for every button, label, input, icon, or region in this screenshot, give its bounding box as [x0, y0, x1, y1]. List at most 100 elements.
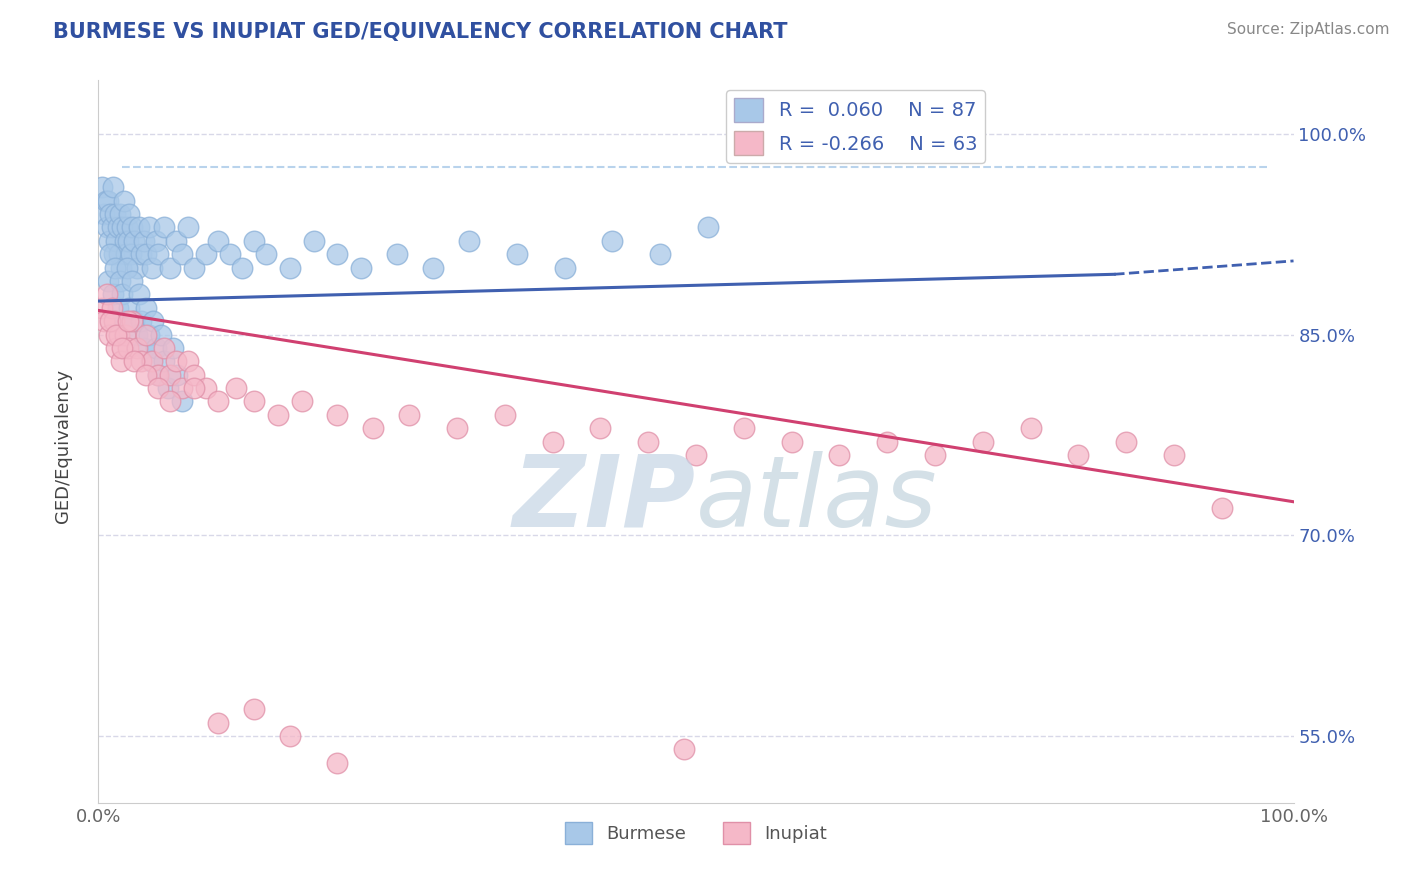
Point [302, 234, 325, 248]
Point [104, 207, 127, 221]
Point [541, 434, 564, 449]
Point [131, 354, 153, 368]
Point [385, 247, 409, 261]
Point [107, 247, 129, 261]
Text: BURMESE VS INUPIAT GED/EQUIVALENCY CORRELATION CHART: BURMESE VS INUPIAT GED/EQUIVALENCY CORRE… [53, 22, 787, 42]
Point [243, 702, 266, 716]
Text: GED/Equivalency: GED/Equivalency [55, 369, 72, 523]
Point [145, 234, 167, 248]
Point [602, 234, 624, 248]
Point [96, 220, 118, 235]
Point [100, 301, 122, 315]
Point [132, 234, 155, 248]
Point [780, 434, 803, 449]
Point [145, 341, 167, 355]
Point [165, 354, 187, 368]
Point [172, 394, 194, 409]
Point [446, 421, 468, 435]
Point [104, 260, 127, 275]
Point [117, 314, 139, 328]
Point [128, 220, 150, 235]
Point [422, 260, 444, 275]
Point [131, 314, 153, 328]
Point [153, 354, 176, 368]
Point [219, 247, 242, 261]
Point [876, 434, 898, 449]
Point [125, 327, 148, 342]
Point [124, 354, 146, 368]
Point [177, 354, 200, 368]
Point [121, 220, 143, 235]
Point [148, 368, 170, 382]
Point [350, 260, 373, 275]
Point [326, 756, 349, 770]
Point [110, 354, 132, 368]
Point [93, 314, 115, 328]
Point [165, 234, 187, 248]
Point [172, 247, 194, 261]
Point [128, 287, 150, 301]
Text: atlas: atlas [696, 450, 938, 548]
Point [924, 448, 946, 462]
Point [105, 234, 128, 248]
Point [121, 314, 143, 328]
Point [177, 220, 200, 235]
Text: Source: ZipAtlas.com: Source: ZipAtlas.com [1226, 22, 1389, 37]
Point [1115, 434, 1137, 449]
Point [172, 381, 194, 395]
Point [1211, 501, 1233, 516]
Point [105, 327, 128, 342]
Point [120, 247, 142, 261]
Point [131, 247, 153, 261]
Point [124, 234, 146, 248]
Point [110, 260, 132, 275]
Point [183, 381, 205, 395]
Point [135, 368, 157, 382]
Point [115, 247, 138, 261]
Point [138, 220, 160, 235]
Point [148, 247, 170, 261]
Point [114, 327, 136, 342]
Point [125, 341, 148, 355]
Point [101, 287, 124, 301]
Point [135, 301, 157, 315]
Point [166, 368, 188, 382]
Point [111, 220, 134, 235]
Point [159, 368, 181, 382]
Point [225, 381, 247, 395]
Point [114, 234, 136, 248]
Point [94, 194, 117, 208]
Point [124, 314, 146, 328]
Point [118, 301, 141, 315]
Point [494, 408, 516, 422]
Point [135, 247, 157, 261]
Point [117, 341, 139, 355]
Point [101, 180, 124, 194]
Point [142, 314, 165, 328]
Point [135, 327, 157, 342]
Point [103, 247, 125, 261]
Point [153, 220, 176, 235]
Point [231, 260, 253, 275]
Point [291, 394, 314, 409]
Point [278, 260, 301, 275]
Point [117, 234, 139, 248]
Point [195, 247, 218, 261]
Point [112, 194, 135, 208]
Point [108, 274, 131, 288]
Point [267, 408, 290, 422]
Point [183, 260, 205, 275]
Point [107, 220, 129, 235]
Point [1067, 448, 1090, 462]
Point [107, 327, 129, 342]
Point [162, 341, 184, 355]
Point [97, 274, 120, 288]
Point [103, 314, 125, 328]
Point [648, 247, 672, 261]
Point [148, 368, 170, 382]
Point [243, 234, 266, 248]
Point [132, 341, 155, 355]
Legend: Burmese, Inupiat: Burmese, Inupiat [558, 815, 834, 852]
Point [363, 421, 385, 435]
Text: ZIP: ZIP [513, 450, 696, 548]
